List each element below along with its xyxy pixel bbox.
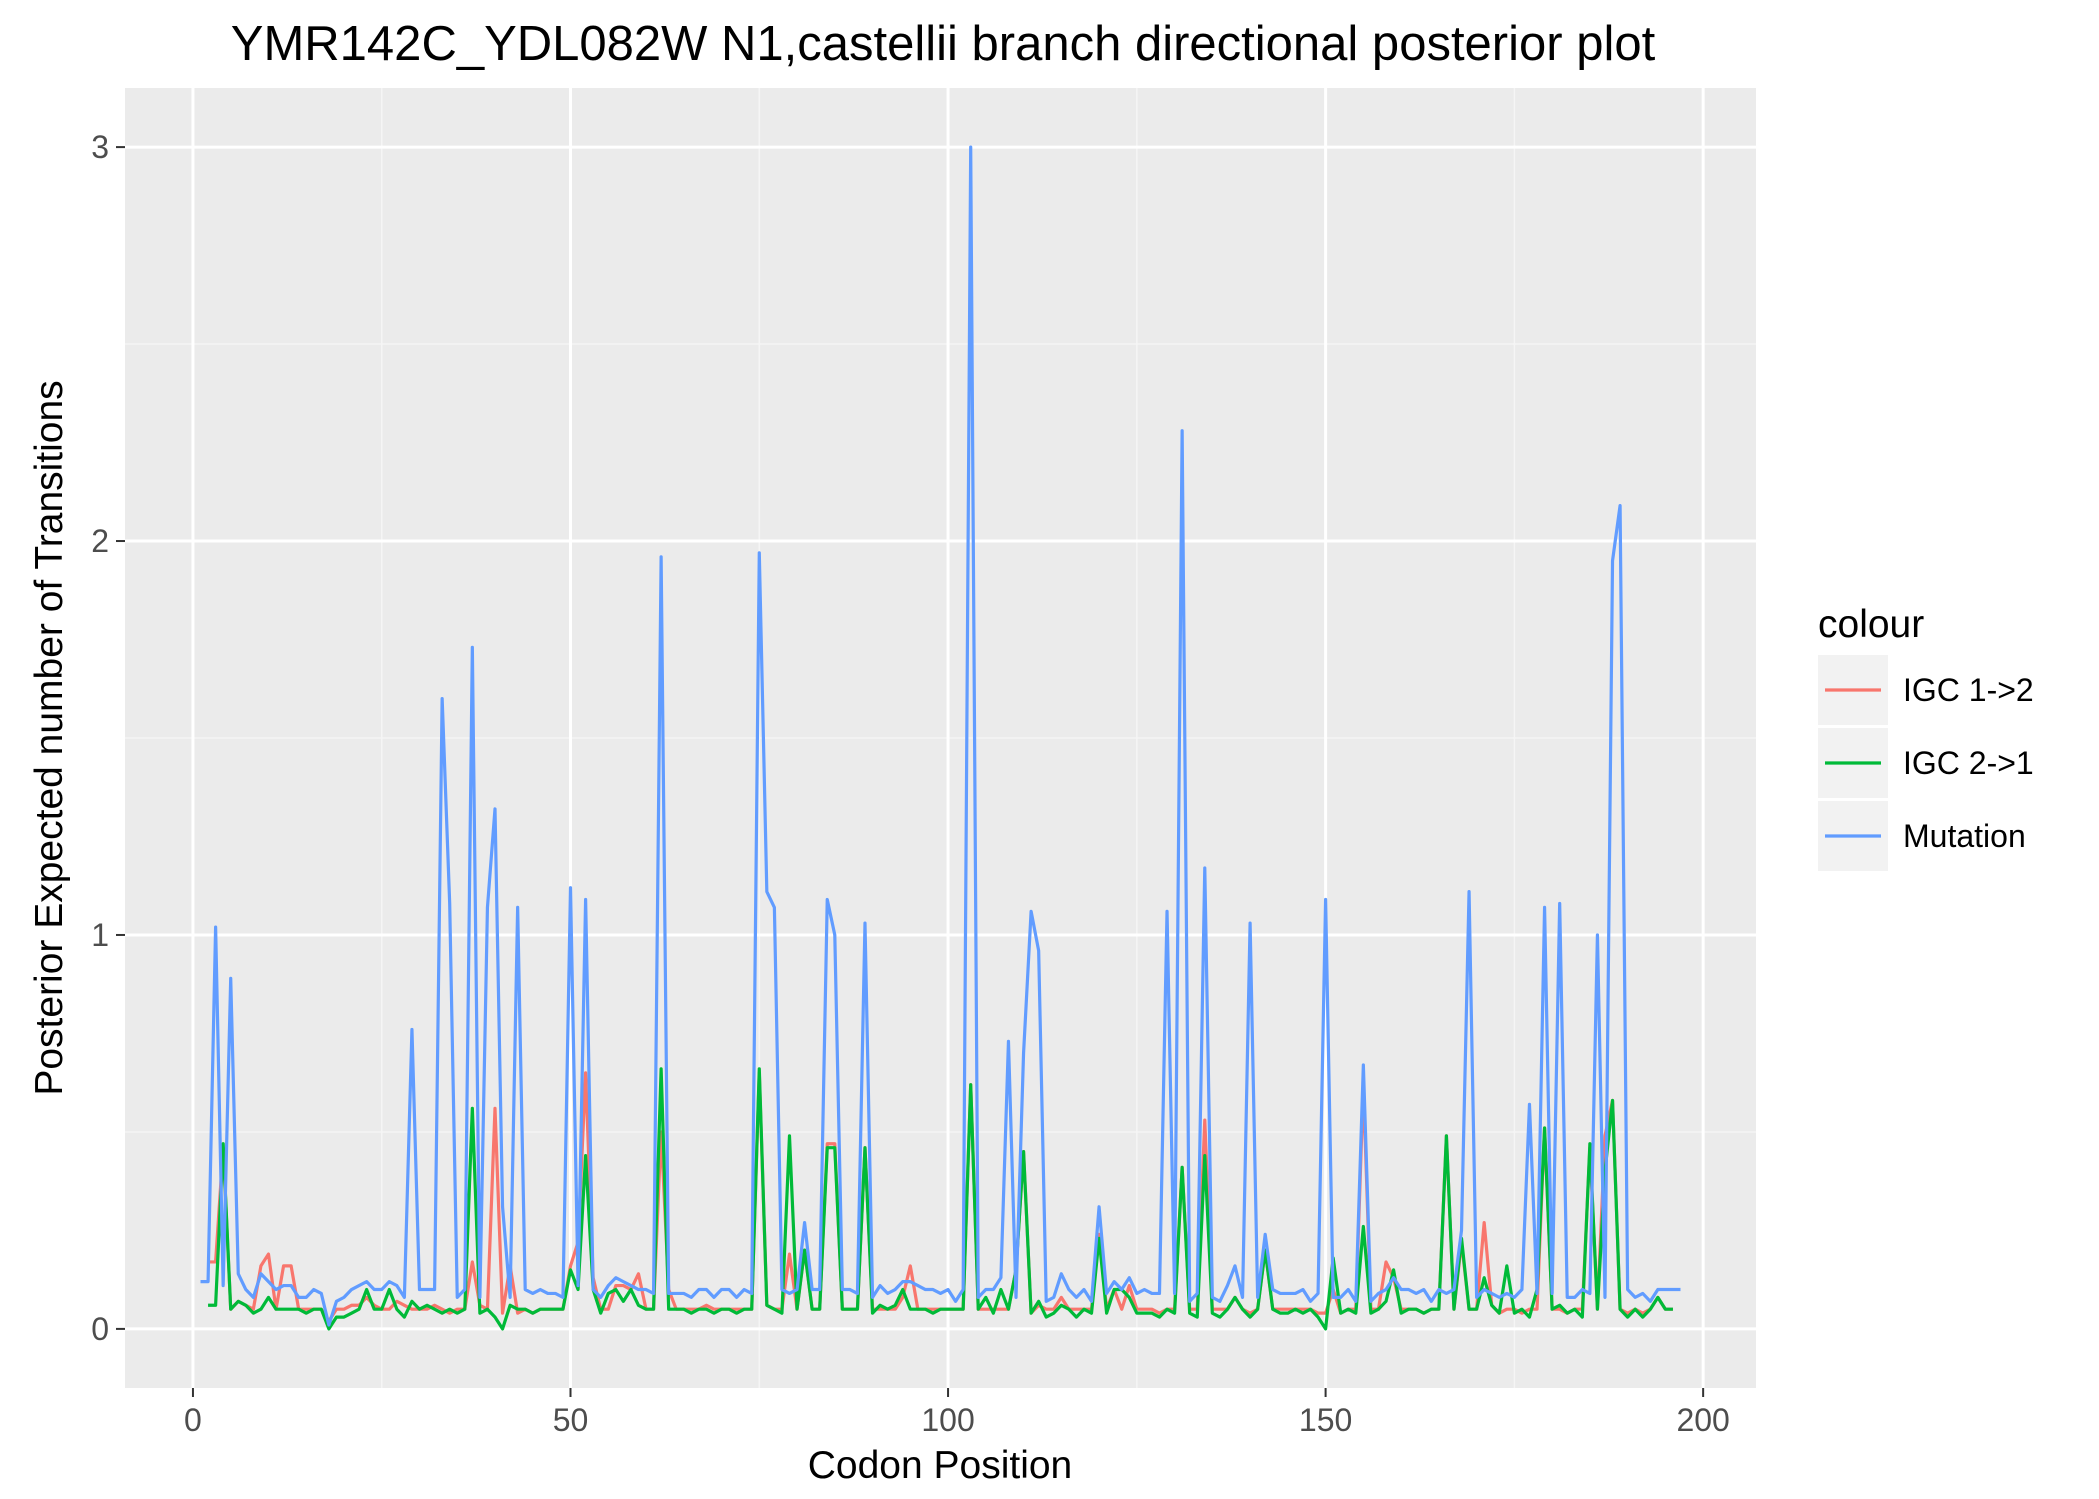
y-axis-ticks: 0 1 2 3 [91, 129, 125, 1347]
x-tick-label: 150 [1299, 1402, 1352, 1438]
x-tick-label: 100 [921, 1402, 974, 1438]
legend: colour IGC 1->2 IGC 2->1 Mutation [1818, 603, 2034, 871]
x-tick-label: 200 [1676, 1402, 1729, 1438]
legend-label: IGC 2->1 [1903, 745, 2034, 781]
major-gridlines [125, 88, 1756, 1388]
series-lines [200, 145, 1681, 1331]
minor-gridlines [125, 88, 1756, 1388]
y-tick-label: 1 [91, 917, 109, 953]
y-tick-label: 2 [91, 523, 109, 559]
legend-items: IGC 1->2 IGC 2->1 Mutation [1818, 655, 2034, 871]
legend-label: IGC 1->2 [1903, 672, 2034, 708]
x-axis-ticks: 0 50 100 150 200 [184, 1388, 1730, 1438]
x-tick-label: 0 [184, 1402, 202, 1438]
y-tick-label: 0 [91, 1311, 109, 1347]
chart-title: YMR142C_YDL082W N1,castellii branch dire… [231, 17, 1656, 71]
x-axis-title: Codon Position [808, 1444, 1073, 1487]
y-tick-label: 3 [91, 129, 109, 165]
legend-label: Mutation [1903, 818, 2026, 854]
legend-title: colour [1818, 603, 1924, 646]
y-axis-title: Posterior Expected number of Transitions [28, 380, 71, 1095]
series-line-igc-2-1 [208, 1067, 1673, 1331]
series-line-mutation [200, 145, 1681, 1327]
x-tick-label: 50 [553, 1402, 589, 1438]
